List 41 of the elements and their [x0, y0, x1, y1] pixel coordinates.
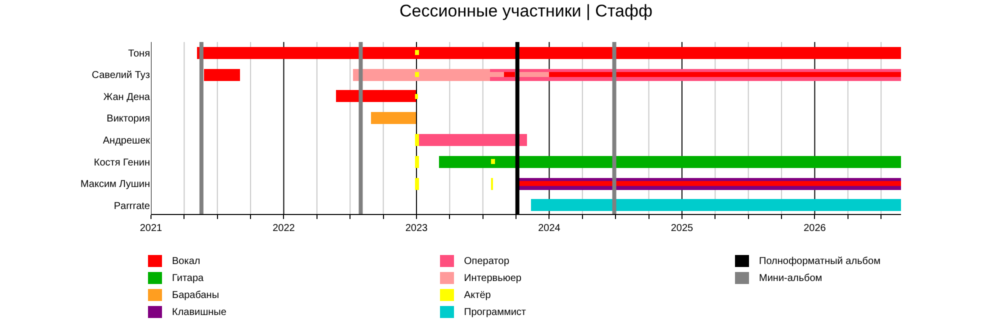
bar — [504, 72, 515, 77]
bar — [415, 134, 419, 146]
y-tick-label: Виктория — [106, 114, 150, 125]
bar — [415, 178, 419, 190]
legend-label: Актёр — [464, 290, 492, 301]
bar — [415, 156, 419, 168]
bar — [415, 94, 418, 99]
legend-label: Интервьюер — [464, 273, 522, 284]
legend-label: Полноформатный альбом — [759, 256, 881, 267]
legend-label: Оператор — [464, 256, 510, 267]
x-tick-label: 2022 — [272, 223, 296, 234]
bar — [491, 159, 495, 164]
bar — [336, 90, 416, 102]
legend-label: Барабаны — [172, 290, 220, 301]
y-tick-label: Андрешек — [102, 135, 151, 146]
x-tick-label: 2025 — [670, 223, 694, 234]
bar — [549, 72, 901, 77]
legend-label: Клавишные — [172, 307, 227, 318]
legend-label: Вокал — [172, 256, 200, 267]
y-tick-label: Максим Лушин — [80, 179, 150, 190]
bar — [197, 47, 901, 59]
legend-label: Мини-альбом — [759, 273, 822, 284]
y-tick-label: Parrrate — [114, 200, 150, 212]
y-tick-label: Тоня — [128, 48, 150, 60]
x-tick-label: 2024 — [538, 223, 561, 234]
bar — [439, 156, 901, 168]
legend-label: Программист — [464, 307, 526, 318]
y-tick-label: Савелий Туз — [92, 70, 150, 82]
y-tick-label: Костя Генин — [94, 157, 150, 168]
bar — [531, 199, 901, 211]
legend-label: Гитара — [172, 273, 204, 284]
y-tick-label: Жан Дена — [103, 92, 150, 103]
bar — [371, 112, 416, 124]
x-tick-label: 2026 — [804, 223, 826, 234]
x-tick-label: 2021 — [140, 223, 163, 234]
x-tick-label: 2023 — [405, 223, 428, 234]
bar — [519, 181, 901, 186]
chart-title: Сессионные участники | Стафф — [400, 2, 652, 21]
bar — [204, 69, 240, 81]
bar — [415, 50, 419, 55]
bar — [415, 72, 419, 77]
